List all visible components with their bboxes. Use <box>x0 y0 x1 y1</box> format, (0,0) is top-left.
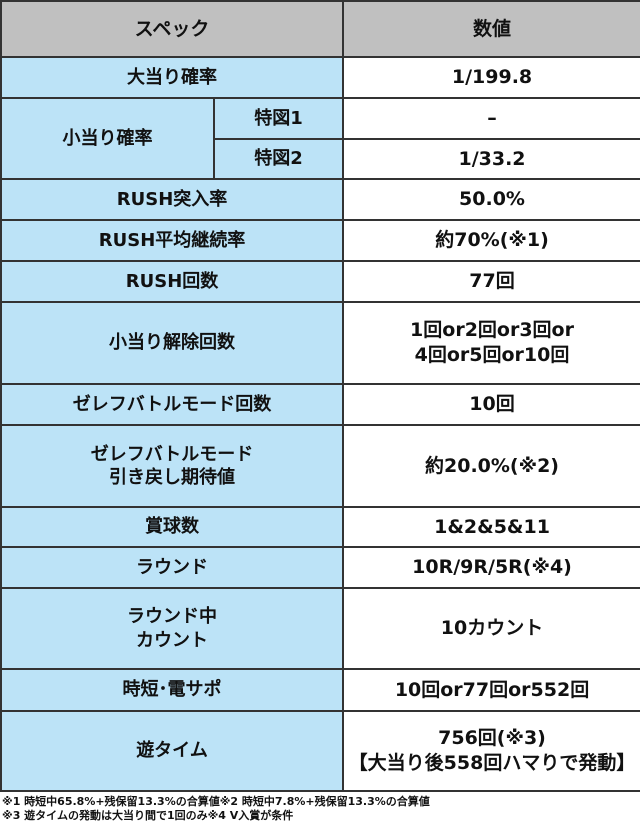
label-line: ゼレフバトルモード <box>90 443 254 465</box>
table-row: 大当り確率 1/199.8 <box>0 56 640 99</box>
row-value: 1/33.2 <box>342 138 640 180</box>
table-row: ゼレフバトルモード 引き戻し期待値 約20.0%(※2) <box>0 424 640 508</box>
row-value: 1回or2回or3回or 4回or5回or10回 <box>342 301 640 385</box>
table-row: RUSH平均継続率 約70%(※1) <box>0 219 640 262</box>
row-value: 1/199.8 <box>342 56 640 99</box>
row-label: ゼレフバトルモード回数 <box>0 383 345 426</box>
value-line: 1回or2回or3回or <box>410 319 574 342</box>
row-label: ラウンド中 カウント <box>0 587 345 670</box>
table-row: 遊タイム 756回(※3) 【大当り後558回ハマりで発動】 <box>0 710 640 792</box>
row-value: 1&2&5&11 <box>342 506 640 548</box>
row-value: 77回 <box>342 260 640 303</box>
row-value: 約20.0%(※2) <box>342 424 640 508</box>
table-row: ゼレフバトルモード回数 10回 <box>0 383 640 426</box>
label-line: カウント <box>136 629 208 651</box>
footnote: ※3 遊タイムの発動は大当り間で1回のみ※4 V入賞が条件 <box>2 809 294 822</box>
footnotes: ※1 時短中65.8%+残保留13.3%の合算値※2 時短中7.8%+残保留13… <box>0 792 640 823</box>
row-label: 小当り確率 <box>0 97 215 180</box>
table-row: RUSH回数 77回 <box>0 260 640 303</box>
value-line: 4回or5回or10回 <box>414 344 570 366</box>
table-row: 小当り確率 特図1 – <box>0 97 640 180</box>
row-label: RUSH回数 <box>0 260 345 303</box>
row-label: 時短･電サポ <box>0 668 345 712</box>
row-value: 10回or77回or552回 <box>342 668 640 712</box>
row-value: 10R/9R/5R(※4) <box>342 546 640 589</box>
header-row: スペック 数値 <box>0 0 640 58</box>
row-label: RUSH突入率 <box>0 178 345 221</box>
row-value: 約70%(※1) <box>342 219 640 262</box>
header-spec: スペック <box>0 0 345 58</box>
label-line: ラウンド中 <box>127 606 217 628</box>
row-value: 50.0% <box>342 178 640 221</box>
row-label: ラウンド <box>0 546 345 589</box>
sub-label: 特図1 <box>212 97 345 140</box>
row-value: – <box>342 97 640 140</box>
table-row: 小当り解除回数 1回or2回or3回or 4回or5回or10回 <box>0 301 640 385</box>
row-label: 大当り確率 <box>0 56 345 99</box>
spec-table: スペック 数値 大当り確率 1/199.8 小当り確率 特図1 – 特図2 1/… <box>0 0 640 792</box>
row-label: 小当り解除回数 <box>0 301 345 385</box>
row-value: 10カウント <box>342 587 640 670</box>
table-row: RUSH突入率 50.0% <box>0 178 640 221</box>
table-row: 時短･電サポ 10回or77回or552回 <box>0 668 640 712</box>
sub-label: 特図2 <box>212 138 345 180</box>
header-value: 数値 <box>342 0 640 58</box>
row-label: 遊タイム <box>0 710 345 792</box>
row-value: 756回(※3) 【大当り後558回ハマりで発動】 <box>342 710 640 792</box>
footnote: ※1 時短中65.8%+残保留13.3%の合算値※2 時短中7.8%+残保留13… <box>2 795 430 808</box>
value-line: 756回(※3) <box>438 727 546 750</box>
row-label: RUSH平均継続率 <box>0 219 345 262</box>
table-row: ラウンド 10R/9R/5R(※4) <box>0 546 640 589</box>
table-row: ラウンド中 カウント 10カウント <box>0 587 640 670</box>
row-label: 賞球数 <box>0 506 345 548</box>
table-row: 賞球数 1&2&5&11 <box>0 506 640 548</box>
row-label: ゼレフバトルモード 引き戻し期待値 <box>0 424 345 508</box>
row-value: 10回 <box>342 383 640 426</box>
label-line: 引き戻し期待値 <box>109 467 235 488</box>
value-line: 【大当り後558回ハマりで発動】 <box>348 752 636 774</box>
